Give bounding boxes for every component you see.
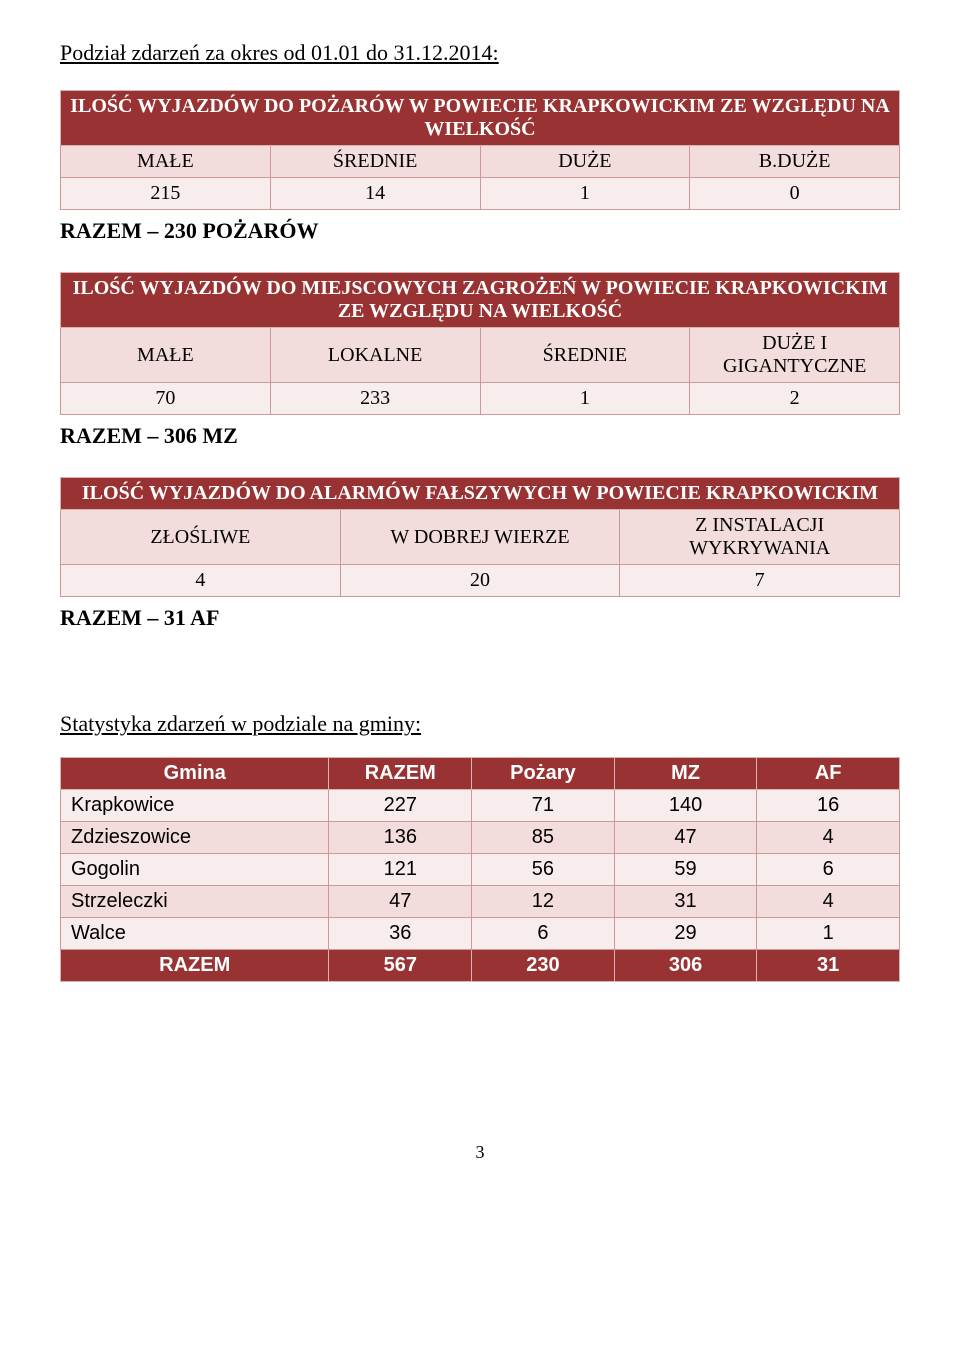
table4-h0: Gmina	[61, 758, 329, 790]
table4-r4c2: 6	[472, 918, 615, 950]
page-number: 3	[60, 1142, 900, 1163]
table3-h0: ZŁOŚLIWE	[61, 510, 341, 565]
table-alarmy: ILOŚĆ WYJAZDÓW DO ALARMÓW FAŁSZYWYCH W P…	[60, 477, 900, 597]
table4-r0c4: 16	[757, 790, 900, 822]
table4-h4: AF	[757, 758, 900, 790]
table4-r0c0: Krapkowice	[61, 790, 329, 822]
table4-h1: RAZEM	[329, 758, 472, 790]
table4-r4c4: 1	[757, 918, 900, 950]
table4-r1c2: 85	[472, 822, 615, 854]
table4-r1c4: 4	[757, 822, 900, 854]
table2-h2: ŚREDNIE	[480, 328, 690, 383]
table2-v2: 1	[480, 383, 690, 415]
table3-v1: 20	[340, 565, 620, 597]
table4-r3c1: 47	[329, 886, 472, 918]
table2-v0: 70	[61, 383, 271, 415]
table4-r1c3: 47	[614, 822, 757, 854]
table4-total0: RAZEM	[61, 950, 329, 982]
table1-title: ILOŚĆ WYJAZDÓW DO POŻARÓW W POWIECIE KRA…	[61, 91, 900, 146]
table2-total: RAZEM – 306 MZ	[60, 423, 900, 449]
table4-r0c1: 227	[329, 790, 472, 822]
table1-v0: 215	[61, 178, 271, 210]
table1-h2: DUŻE	[480, 146, 690, 178]
table1-v3: 0	[690, 178, 900, 210]
table3-v2: 7	[620, 565, 900, 597]
table1-v2: 1	[480, 178, 690, 210]
table1-v1: 14	[270, 178, 480, 210]
table4-total3: 306	[614, 950, 757, 982]
table4-r2c3: 59	[614, 854, 757, 886]
table3-h2: Z INSTALACJI WYKRYWANIA	[620, 510, 900, 565]
table4-r2c2: 56	[472, 854, 615, 886]
table4-r4c1: 36	[329, 918, 472, 950]
table3-v0: 4	[61, 565, 341, 597]
table4-r3c4: 4	[757, 886, 900, 918]
table-pozary: ILOŚĆ WYJAZDÓW DO POŻARÓW W POWIECIE KRA…	[60, 90, 900, 210]
table2-v1: 233	[270, 383, 480, 415]
table1-total: RAZEM – 230 POŻARÓW	[60, 218, 900, 244]
table4-r3c3: 31	[614, 886, 757, 918]
table4-r4c0: Walce	[61, 918, 329, 950]
table4-r2c4: 6	[757, 854, 900, 886]
table4-r1c1: 136	[329, 822, 472, 854]
table4-total2: 230	[472, 950, 615, 982]
table4-h3: MZ	[614, 758, 757, 790]
table2-title: ILOŚĆ WYJAZDÓW DO MIEJSCOWYCH ZAGROŻEŃ W…	[61, 273, 900, 328]
table4-r3c0: Strzeleczki	[61, 886, 329, 918]
table-gminy: Gmina RAZEM Pożary MZ AF Krapkowice 227 …	[60, 757, 900, 982]
table4-r2c1: 121	[329, 854, 472, 886]
table4-r0c2: 71	[472, 790, 615, 822]
table4-r0c3: 140	[614, 790, 757, 822]
table4-total1: 567	[329, 950, 472, 982]
table2-h1: LOKALNE	[270, 328, 480, 383]
table4-r4c3: 29	[614, 918, 757, 950]
table1-h0: MAŁE	[61, 146, 271, 178]
table2-h3: DUŻE I GIGANTYCZNE	[690, 328, 900, 383]
table2-v3: 2	[690, 383, 900, 415]
table4-r1c0: Zdzieszowice	[61, 822, 329, 854]
table4-total4: 31	[757, 950, 900, 982]
table-zagrozen: ILOŚĆ WYJAZDÓW DO MIEJSCOWYCH ZAGROŻEŃ W…	[60, 272, 900, 415]
page-heading: Podział zdarzeń za okres od 01.01 do 31.…	[60, 40, 900, 66]
section-heading-gminy: Statystyka zdarzeń w podziale na gminy:	[60, 711, 900, 737]
table4-r3c2: 12	[472, 886, 615, 918]
table4-h2: Pożary	[472, 758, 615, 790]
table3-title: ILOŚĆ WYJAZDÓW DO ALARMÓW FAŁSZYWYCH W P…	[61, 478, 900, 510]
table4-r2c0: Gogolin	[61, 854, 329, 886]
table2-h0: MAŁE	[61, 328, 271, 383]
table1-h3: B.DUŻE	[690, 146, 900, 178]
table3-h1: W DOBREJ WIERZE	[340, 510, 620, 565]
table3-total: RAZEM – 31 AF	[60, 605, 900, 631]
table1-h1: ŚREDNIE	[270, 146, 480, 178]
